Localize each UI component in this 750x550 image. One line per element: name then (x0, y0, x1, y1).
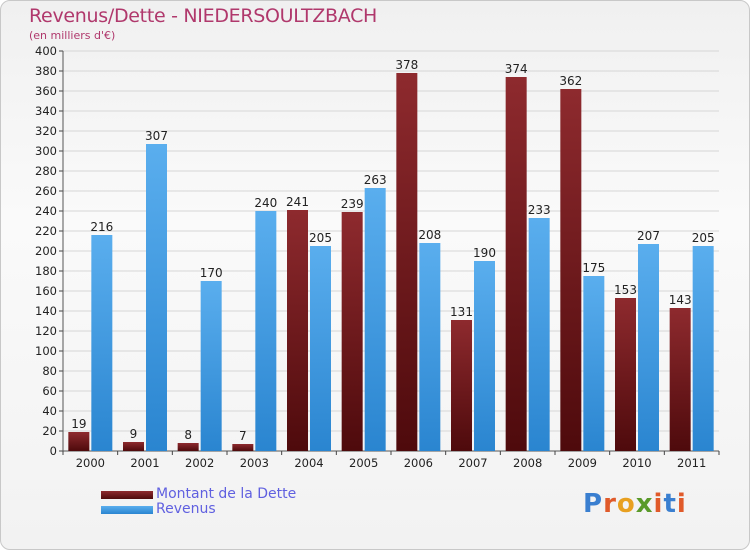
bar-revenus (638, 244, 659, 451)
data-label-revenus: 205 (309, 231, 332, 245)
bar-revenus (255, 211, 277, 451)
ytick-label: 360 (35, 84, 57, 98)
data-label-dette: 378 (395, 58, 418, 72)
logo-letter: i (653, 489, 664, 519)
data-label-dette: 7 (239, 429, 247, 443)
chart-subtitle: (en milliers d'€) (29, 29, 116, 42)
data-label-revenus: 233 (528, 203, 551, 217)
bar-revenus (692, 246, 714, 451)
data-label-revenus: 307 (145, 129, 168, 143)
xtick-label: 2010 (622, 456, 651, 470)
ytick-label: 220 (35, 224, 57, 238)
data-label-dette: 153 (614, 283, 637, 297)
ytick-label: 400 (35, 44, 57, 58)
chart-title: Revenus/Dette - NIEDERSOULTZBACH (29, 5, 378, 27)
ytick-label: 20 (42, 424, 57, 438)
data-label-dette: 239 (341, 197, 364, 211)
xtick-label: 2004 (294, 456, 323, 470)
ytick-label: 120 (35, 324, 57, 338)
data-label-dette: 374 (505, 62, 528, 76)
ytick-label: 340 (35, 104, 57, 118)
ytick-label: 60 (42, 384, 57, 398)
data-label-revenus: 216 (90, 220, 113, 234)
bar-revenus (200, 281, 222, 451)
xtick-label: 2008 (513, 456, 542, 470)
legend-label-dette: Montant de la Dette (156, 486, 297, 502)
proxiti-logo: Proxiti (583, 489, 687, 519)
legend-label-revenus: Revenus (156, 501, 216, 517)
data-label-dette: 362 (559, 74, 582, 88)
legend-swatch-revenus (101, 506, 153, 514)
bar-revenus (91, 235, 113, 451)
data-label-revenus: 175 (582, 261, 605, 275)
ytick-label: 40 (42, 404, 57, 418)
ytick-label: 300 (35, 144, 57, 158)
data-label-revenus: 240 (254, 196, 277, 210)
bar-dette (560, 89, 582, 451)
ytick-label: 0 (50, 444, 57, 458)
logo-letter: r (603, 489, 617, 519)
ytick-label: 320 (35, 124, 57, 138)
bar-revenus (474, 261, 495, 451)
data-label-dette: 9 (130, 427, 138, 441)
logo-letter: x (635, 489, 654, 519)
bar-revenus (583, 276, 605, 451)
bar-dette (396, 73, 418, 451)
ytick-label: 260 (35, 184, 57, 198)
ytick-label: 80 (42, 364, 57, 378)
bar-dette (615, 298, 636, 451)
ytick-label: 140 (35, 304, 57, 318)
bar-dette (177, 443, 199, 451)
data-label-revenus: 207 (637, 229, 660, 243)
xtick-label: 2007 (458, 456, 487, 470)
xtick-label: 2009 (568, 456, 597, 470)
bar-dette (287, 210, 308, 451)
bar-dette (232, 444, 254, 451)
bar-dette (341, 212, 363, 451)
bar-dette (68, 432, 90, 451)
data-label-dette: 131 (450, 305, 473, 319)
xtick-label: 2003 (240, 456, 269, 470)
ytick-label: 160 (35, 284, 57, 298)
bar-revenus (364, 188, 386, 451)
logo-letter: P (583, 489, 604, 519)
data-label-revenus: 190 (473, 246, 496, 260)
logo-letter: i (676, 489, 687, 519)
ytick-label: 180 (35, 264, 57, 278)
ytick-label: 100 (35, 344, 57, 358)
bar-revenus (419, 243, 441, 451)
data-label-revenus: 170 (200, 266, 223, 280)
data-label-dette: 143 (669, 293, 692, 307)
bar-dette (505, 77, 527, 451)
bar-dette (451, 320, 472, 451)
xtick-label: 2000 (76, 456, 105, 470)
bar-revenus (528, 218, 550, 451)
legend-swatch-dette (101, 491, 153, 499)
bar-dette (669, 308, 691, 451)
data-label-revenus: 205 (692, 231, 715, 245)
data-label-revenus: 208 (418, 228, 441, 242)
ytick-label: 280 (35, 164, 57, 178)
bar-revenus (310, 246, 331, 451)
data-label-revenus: 263 (364, 173, 387, 187)
xtick-label: 2001 (130, 456, 159, 470)
xtick-label: 2006 (404, 456, 433, 470)
xtick-label: 2011 (677, 456, 706, 470)
bar-dette (123, 442, 144, 451)
logo-letter: o (616, 489, 636, 519)
data-label-dette: 19 (71, 417, 86, 431)
logo-letter: t (663, 489, 677, 519)
ytick-label: 200 (35, 244, 57, 258)
xtick-label: 2002 (185, 456, 214, 470)
xtick-label: 2005 (349, 456, 378, 470)
data-label-dette: 8 (184, 428, 192, 442)
ytick-label: 240 (35, 204, 57, 218)
bar-revenus (146, 144, 167, 451)
data-label-dette: 241 (286, 195, 309, 209)
ytick-label: 380 (35, 64, 57, 78)
